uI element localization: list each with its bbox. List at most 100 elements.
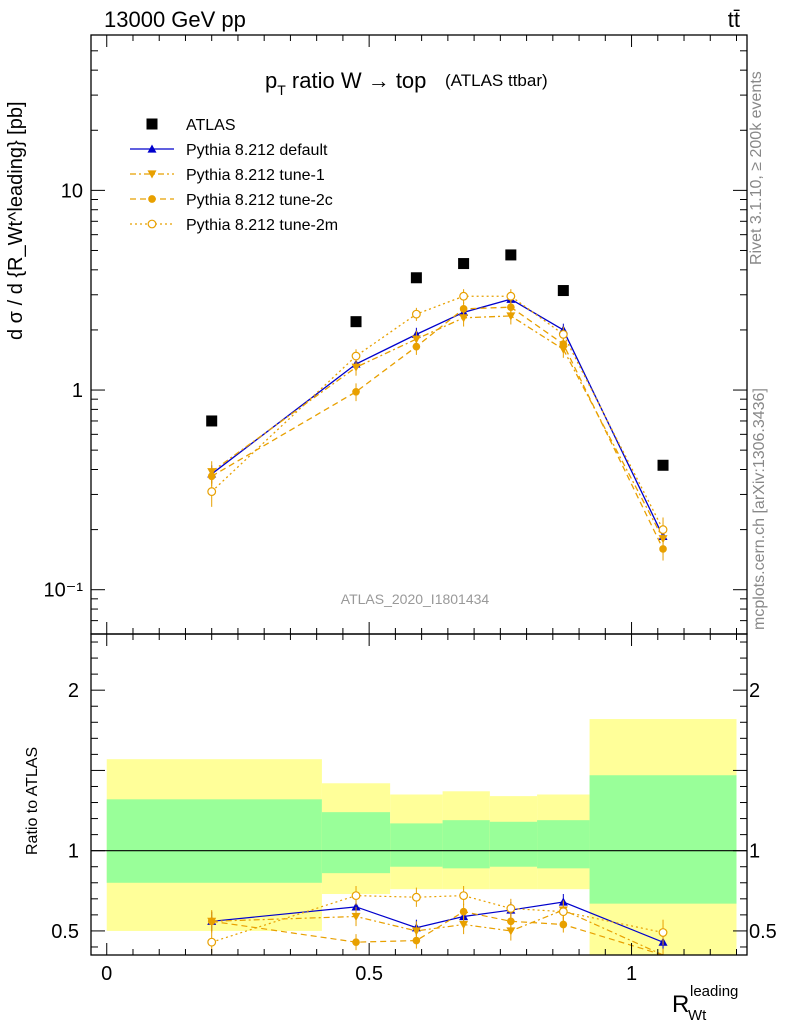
series-pythia-8-212-default: [207, 293, 668, 547]
ratio-frame: [90, 633, 748, 956]
inner-uncertainty-band: [390, 823, 443, 867]
series-line: [211, 315, 664, 540]
data-point: [351, 363, 361, 372]
legend-label: Pythia 8.212 default: [186, 142, 328, 159]
axes-frame: 0 0.5 1 10⁻¹ 1 10 0.5 0.5 1 1 2 2: [44, 34, 777, 985]
energy-label: 13000 GeV pp: [104, 7, 246, 32]
ratio-point: [658, 928, 668, 937]
ratio-ylabel: Ratio to ATLAS: [24, 747, 41, 855]
data-point: [659, 545, 667, 553]
ratio-series-pythia-8-212-tune-2m: [207, 885, 668, 954]
legend-label: Pythia 8.212 tune-2c: [186, 192, 333, 209]
title-small: (ATLAS ttbar): [445, 71, 548, 90]
data-point: [459, 291, 469, 301]
ratio-y-tick-label-right: 1: [749, 841, 760, 863]
ratio-y-tick-label: 2: [68, 680, 79, 702]
data-point: [506, 312, 516, 321]
title-sub: T: [277, 82, 286, 98]
legend-entry: Pythia 8.212 default: [130, 142, 328, 159]
data-point: [352, 387, 360, 396]
ratio-y-tick-label-right: 0.5: [749, 921, 777, 943]
ratio-point: [459, 907, 468, 916]
ratio-point: [459, 920, 469, 930]
xlabel-sup: leading: [690, 983, 738, 1000]
rivet-label: Rivet 3.1.10, ≥ 200k events: [748, 71, 765, 265]
xlabel-sub: Wt: [688, 1007, 707, 1024]
title-rest: ratio W → top: [286, 68, 427, 93]
ratio-point: [207, 917, 216, 926]
inner-uncertainty-band: [442, 820, 490, 869]
data-point: [411, 309, 421, 319]
data-point: [458, 258, 470, 270]
ratio-point: [507, 917, 515, 926]
legend-marker: [147, 144, 157, 153]
main-panel: [206, 249, 669, 561]
legend-label: Pythia 8.212 tune-1: [186, 167, 325, 184]
ratio-point: [559, 920, 568, 929]
y-tick-label: 10: [61, 180, 83, 202]
analysis-watermark: ATLAS_2020_I1801434: [341, 591, 490, 607]
main-title: pT ratio W → top: [265, 68, 426, 98]
ratio-point: [351, 912, 361, 921]
title-main: p: [265, 68, 277, 93]
legend-marker: [147, 219, 157, 229]
series-pythia-8-212-tune-2m: [207, 289, 668, 544]
data-point: [410, 272, 422, 284]
legend: ATLAS Pythia 8.212 default Pythia 8.212 tu…: [130, 117, 338, 234]
data-point: [412, 342, 421, 351]
ratio-point: [459, 891, 469, 901]
x-axis-label: R: [672, 991, 689, 1018]
ratio-point: [411, 892, 421, 902]
ratio-point: [558, 907, 568, 917]
data-point: [507, 303, 515, 312]
data-point: [351, 351, 361, 361]
series-atlas: [206, 249, 669, 471]
legend-entry: Pythia 8.212 tune-2c: [130, 192, 333, 209]
series-line: [211, 295, 664, 530]
process-label: tt̄: [728, 7, 740, 32]
legend-label: Pythia 8.212 tune-2m: [186, 217, 338, 234]
data-point: [557, 285, 569, 297]
series-pythia-8-212-tune-1: [207, 308, 668, 555]
legend-label: ATLAS: [186, 117, 236, 134]
inner-uncertainty-band: [106, 799, 322, 883]
data-point: [207, 487, 217, 497]
ratio-point: [207, 937, 217, 947]
data-point: [207, 472, 216, 481]
data-point: [657, 459, 669, 471]
series-pythia-8-212-tune-2c: [207, 300, 667, 561]
y-tick-label: 10⁻¹: [44, 580, 84, 602]
data-point: [559, 340, 568, 348]
series-line: [211, 298, 664, 537]
data-point: [658, 525, 668, 535]
data-point: [505, 249, 517, 261]
legend-entry: ATLAS: [146, 117, 236, 134]
inner-uncertainty-band: [489, 821, 538, 867]
ratio-series-pythia-8-212-tune-2c: [207, 903, 664, 956]
x-tick-label: 0: [101, 963, 112, 985]
ratio-point: [411, 927, 421, 936]
ratio-y-tick-label: 1: [68, 841, 79, 863]
data-point: [558, 329, 568, 339]
mcplots-label: mcplots.cern.ch [arXiv:1306.3436]: [751, 388, 768, 630]
ratio-y-tick-label-right: 2: [749, 680, 760, 702]
data-point: [506, 291, 516, 301]
inner-uncertainty-band: [537, 820, 590, 869]
xlabel-main: R: [672, 991, 689, 1018]
x-tick-label: 1: [626, 963, 637, 985]
main-ylabel: d σ / d {R_Wt^leading} [pb]: [5, 101, 27, 340]
ratio-point: [351, 891, 361, 901]
ratio-point: [351, 902, 361, 911]
inner-uncertainty-band: [321, 812, 391, 874]
y-tick-label: 1: [72, 380, 83, 402]
ratio-point: [506, 904, 516, 913]
legend-entry: Pythia 8.212 tune-2m: [130, 217, 338, 234]
ratio-y-tick-label: 0.5: [51, 921, 79, 943]
ratio-point: [352, 938, 360, 946]
ratio-panel: [91, 719, 747, 956]
legend-entry: Pythia 8.212 tune-1: [130, 167, 325, 184]
legend-marker: [147, 170, 157, 179]
data-point: [459, 314, 469, 323]
series-line: [211, 306, 664, 550]
